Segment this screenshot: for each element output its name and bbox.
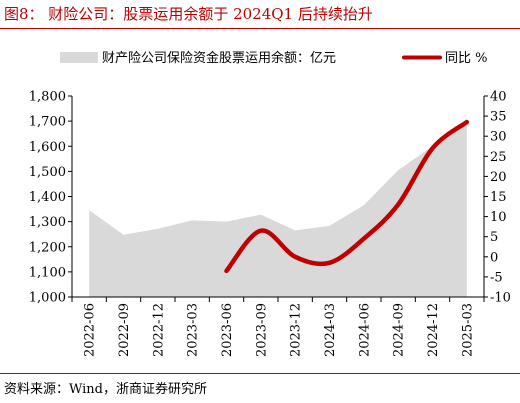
x-tick-label: 2023-03: [186, 303, 201, 357]
yoy-line-series: [224, 119, 470, 274]
legend-area-swatch: [60, 52, 98, 63]
legend-area-label: 财产险公司保险资金股票运用余额：亿元: [102, 50, 336, 66]
x-tick-label: 2023-12: [289, 303, 304, 357]
x-tick-label: 2022-12: [151, 303, 166, 357]
source-divider: [0, 373, 520, 374]
left-tick-label: 1,500: [29, 165, 66, 180]
left-tick-label: 1,400: [29, 190, 66, 205]
x-tick-label: 2023-06: [220, 303, 235, 357]
right-tick-label: 20: [490, 170, 507, 185]
right-tick-label: -10: [490, 291, 511, 306]
x-tick-label: 2024-06: [357, 303, 372, 357]
chart-area: 财产险公司保险资金股票运用余额：亿元 同比 % 1,0001,1001,2001…: [29, 50, 511, 358]
legend: 财产险公司保险资金股票运用余额：亿元 同比 %: [60, 50, 488, 66]
x-tick-label: 2024-09: [392, 303, 407, 357]
right-tick-label: 0: [490, 250, 498, 265]
left-tick-label: 1,700: [29, 115, 66, 130]
left-tick-label: 1,300: [29, 215, 66, 230]
source-note: 资料来源：Wind，浙商证券研究所: [4, 382, 207, 397]
x-tick-label: 2025-03: [460, 303, 475, 357]
area-series: [89, 118, 467, 297]
x-tick-label: 2022-09: [117, 303, 132, 357]
x-tick-label: 2024-03: [323, 303, 338, 357]
x-tick-label: 2023-09: [254, 303, 269, 357]
right-tick-label: 15: [490, 190, 507, 205]
right-tick-label: -5: [490, 270, 503, 285]
left-tick-label: 1,100: [29, 265, 66, 280]
left-tick-label: 1,000: [29, 291, 66, 306]
left-tick-label: 1,600: [29, 140, 66, 155]
right-tick-label: 40: [490, 90, 507, 105]
right-tick-label: 35: [490, 110, 507, 125]
right-tick-label: 30: [490, 130, 507, 145]
plot-area: 1,000 1,100 1,200 1,300 1,400 1,500 1,600 1,700…: [29, 90, 511, 358]
legend-line-label: 同比 %: [445, 51, 488, 66]
right-tick-label: 5: [490, 230, 498, 245]
figure-title: 图8： 财险公司：股票运用余额于 2024Q1 后持续抬升: [4, 5, 373, 23]
x-tick-label: 2022-06: [83, 303, 98, 357]
left-tick-label: 1,200: [29, 240, 66, 255]
title-divider: [0, 28, 520, 29]
right-tick-label: 25: [490, 150, 507, 165]
x-tick-label: 2024-12: [426, 303, 441, 357]
right-tick-label: 10: [490, 210, 507, 225]
left-tick-label: 1,800: [29, 90, 66, 105]
